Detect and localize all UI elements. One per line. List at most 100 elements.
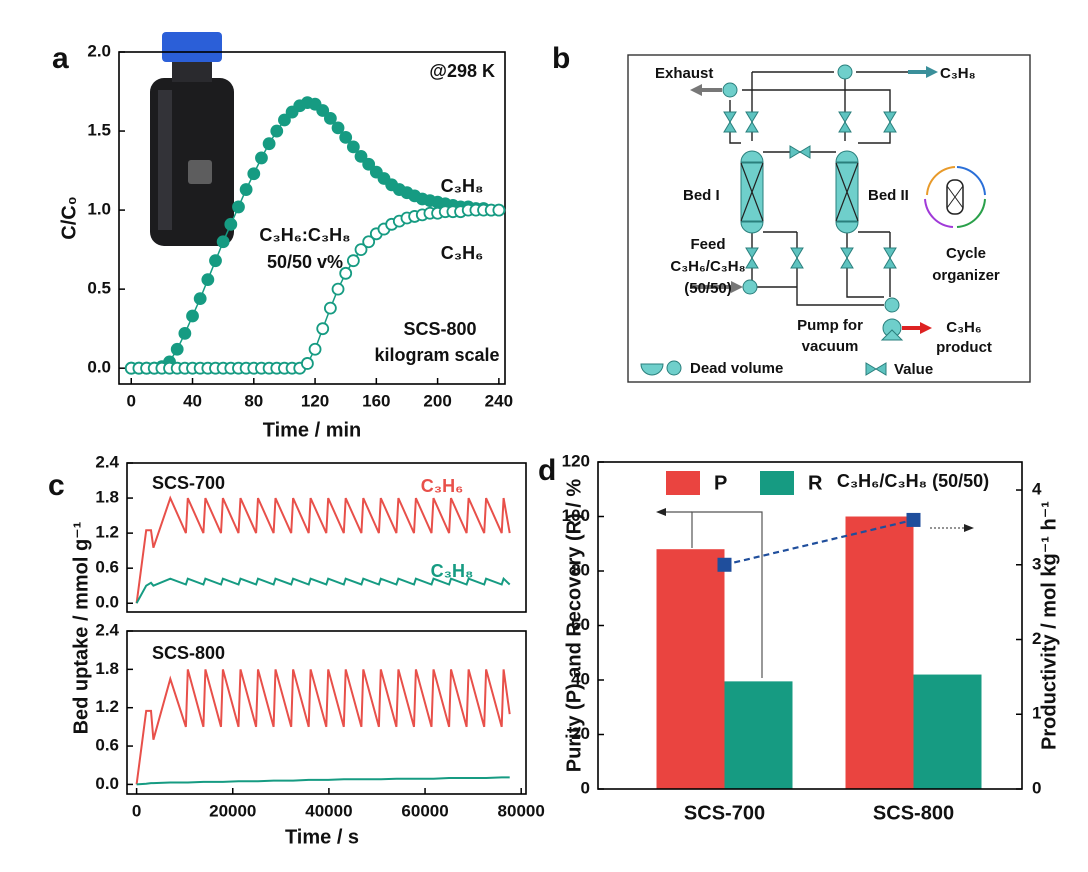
- bottle-logo: [188, 160, 212, 184]
- label: product: [936, 339, 992, 356]
- label: organizer: [932, 267, 1000, 284]
- bed-cross: [835, 162, 859, 222]
- annotation: SCS-800: [403, 319, 476, 339]
- series-label: C₃H₆: [421, 476, 464, 496]
- arrowhead: [964, 524, 974, 532]
- cycle-cross: [946, 185, 964, 209]
- y-tick-label: 60: [571, 615, 590, 634]
- data-point: [178, 327, 192, 340]
- bar: [724, 681, 793, 789]
- data-point: [262, 137, 276, 151]
- data-point: [308, 342, 322, 356]
- y-axis-label: Bed uptake / mmol g⁻¹: [70, 521, 92, 734]
- dead-volume: [884, 297, 900, 313]
- arrowhead: [656, 508, 666, 516]
- x-axis-label: Time / s: [285, 826, 359, 848]
- bar: [913, 674, 982, 789]
- y-tick-label: 0.0: [95, 593, 119, 612]
- data-point: [186, 309, 199, 323]
- data-point: [331, 282, 345, 296]
- data-line: [135, 495, 511, 604]
- annotation: 50/50 v%: [267, 252, 343, 272]
- y2-tick-label: 0: [1032, 778, 1041, 797]
- y-tick-label: 80: [571, 560, 590, 579]
- panel-letter: b: [552, 42, 570, 75]
- data-point: [362, 235, 376, 249]
- dead-volume: [722, 82, 738, 98]
- process-diagram: Exhaust C₃H₈ Bed I Bed II Feed C₃H₆/C₃H₈…: [627, 54, 1031, 383]
- y-tick-label: 2.4: [95, 452, 119, 471]
- data-point: [346, 254, 360, 268]
- data-point: [270, 124, 284, 138]
- panel-letter: a: [52, 42, 69, 75]
- x-tick-label: 80000: [498, 801, 545, 820]
- legend-swatch: [666, 471, 700, 495]
- annotation: kilogram scale: [374, 345, 499, 365]
- data-point: [216, 235, 230, 249]
- y-tick-label: 1.8: [95, 488, 119, 507]
- bottle-cap: [162, 32, 222, 62]
- dead-volume: [742, 279, 758, 295]
- cycle-bed: [946, 179, 964, 215]
- arrowhead: [926, 66, 938, 78]
- cycle-arc: [956, 198, 986, 228]
- data-point: [193, 292, 207, 306]
- data-point: [362, 157, 376, 171]
- data-point: [170, 342, 184, 356]
- guide-arrows: [656, 508, 974, 678]
- label: Cycle: [946, 245, 986, 262]
- x-tick-label: SCS-700: [684, 802, 765, 824]
- bottle-glare: [158, 90, 172, 230]
- label: C₃H₈: [940, 65, 976, 82]
- plot-frame: [118, 51, 506, 385]
- y-tick-label: 1.2: [95, 697, 119, 716]
- label: Bed II: [868, 187, 909, 204]
- y-tick-label: 20: [571, 724, 590, 743]
- data-point: [247, 167, 261, 181]
- legend-label: Dead volume: [690, 360, 783, 377]
- arrowhead: [731, 281, 743, 293]
- x-tick-label: 120: [301, 391, 329, 410]
- y-tick-label: 120: [562, 451, 590, 470]
- y-tick-label: 0.6: [95, 558, 119, 577]
- y-tick-label: 1.0: [87, 200, 111, 219]
- x-tick-label: 20000: [209, 801, 256, 820]
- data-point: [255, 151, 268, 165]
- data-point: [239, 183, 253, 196]
- series-label: C₃H₈: [441, 176, 484, 196]
- data-point: [316, 104, 330, 117]
- y-tick-label: 0.6: [95, 736, 119, 755]
- y-tick-label: 1.2: [95, 523, 119, 542]
- y-tick-label: 0.0: [87, 358, 111, 377]
- annotation: C₃H₆/C₃H₈ (50/50): [837, 471, 989, 491]
- data-line: [136, 776, 510, 786]
- y-tick-label: 0: [581, 778, 590, 797]
- panel-letter: d: [538, 454, 556, 487]
- data-point: [346, 140, 360, 154]
- data-point: [301, 357, 314, 370]
- data-line: [724, 518, 914, 566]
- x-tick-label: 0: [127, 391, 136, 410]
- data-point: [232, 200, 245, 214]
- cycle-arc: [926, 166, 956, 196]
- bracket: [691, 511, 763, 678]
- data-line: [135, 576, 511, 604]
- annotation: @298 K: [429, 61, 495, 81]
- plot-frame: [126, 630, 527, 795]
- x-tick-label: 200: [423, 391, 451, 410]
- x-tick-label: 60000: [401, 801, 448, 820]
- x-tick-label: 240: [485, 391, 513, 410]
- y-axis-label: C/C₀: [58, 196, 80, 239]
- legend-swatch: [760, 471, 794, 495]
- data-point: [316, 322, 330, 336]
- bar: [656, 549, 725, 789]
- label: Pump for: [797, 317, 863, 334]
- cycle-arc: [956, 166, 986, 196]
- legend-label: P: [714, 472, 727, 494]
- arrowhead: [920, 322, 932, 334]
- diagram-frame: [627, 54, 1031, 383]
- y2-tick-label: 2: [1032, 629, 1041, 648]
- data-point: [354, 243, 368, 257]
- x-tick-label: 160: [362, 391, 390, 410]
